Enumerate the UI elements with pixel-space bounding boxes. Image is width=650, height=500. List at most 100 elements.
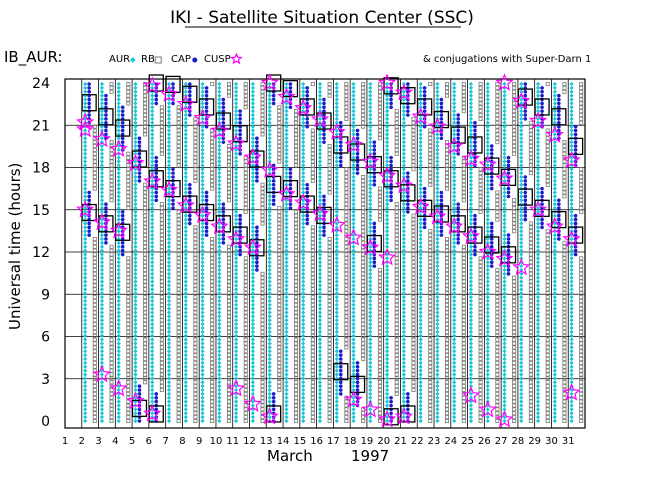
aur-point <box>519 403 524 408</box>
cusp-point <box>221 210 226 214</box>
aur-point <box>83 190 88 195</box>
aur-point <box>368 353 373 358</box>
aur-point <box>150 260 155 265</box>
cap-point <box>210 264 215 269</box>
aur-point <box>452 244 457 249</box>
aur-point <box>301 380 306 385</box>
aur-point <box>468 314 474 319</box>
cap-point <box>377 267 382 272</box>
rb-point <box>394 233 399 238</box>
aur-point <box>166 209 172 214</box>
aur-point <box>317 391 323 397</box>
aur-point <box>250 136 256 141</box>
superdarn-conjugation-star <box>76 119 95 138</box>
rb-point <box>327 267 332 272</box>
aur-point <box>384 213 390 218</box>
cusp-point <box>355 155 360 160</box>
rb-point <box>428 291 433 296</box>
aur-point <box>401 368 406 373</box>
rb-point <box>377 372 382 377</box>
aur-point <box>166 283 172 288</box>
aur-point <box>234 120 239 125</box>
aur-point <box>284 399 289 404</box>
cusp-point <box>288 105 293 110</box>
aur-point <box>234 205 239 211</box>
aur-point <box>284 263 289 269</box>
cusp-point <box>389 155 393 160</box>
cap-point <box>394 140 399 145</box>
aur-point <box>368 217 373 222</box>
rb-point <box>176 283 181 288</box>
rb-point <box>344 85 349 90</box>
aur-point <box>401 260 406 265</box>
cap-point <box>277 144 282 149</box>
rb-point <box>428 345 433 350</box>
aur-point <box>384 159 390 164</box>
cap-point <box>327 178 332 183</box>
rb-point <box>294 283 299 288</box>
aur-point <box>183 287 188 292</box>
aur-point <box>166 252 172 257</box>
aur-point <box>166 240 172 245</box>
aur-point <box>116 283 121 288</box>
cusp-point <box>406 194 410 199</box>
cusp-point <box>104 117 108 121</box>
aur-point <box>334 93 339 98</box>
aur-point <box>334 112 339 118</box>
cap-point <box>109 147 114 152</box>
aur-point <box>452 89 457 94</box>
aur-point <box>83 260 88 265</box>
rb-point <box>344 306 349 311</box>
rb-point <box>512 415 517 420</box>
cusp-point <box>338 140 343 144</box>
cap-point <box>126 155 131 160</box>
aur-point <box>368 395 373 400</box>
rb-point <box>377 341 382 346</box>
rb-point <box>512 403 517 408</box>
cap-point <box>294 132 299 137</box>
cusp-point <box>87 82 91 86</box>
cap-point <box>428 159 433 164</box>
rb-point <box>445 376 450 381</box>
rb-point <box>226 275 231 280</box>
aur-point <box>200 256 205 261</box>
aur-point <box>468 132 474 137</box>
aur-point <box>452 159 457 164</box>
day-column-19 <box>361 81 382 424</box>
aur-point <box>468 395 474 400</box>
cusp-point <box>305 221 310 226</box>
aur-point <box>150 353 155 358</box>
aur-point <box>502 112 507 118</box>
aur-point <box>217 368 222 373</box>
rb-point <box>445 329 450 334</box>
superdarn-conjugation-star <box>495 169 514 187</box>
cusp-box <box>249 239 265 257</box>
cap-point <box>126 256 131 261</box>
aur-point <box>368 318 373 323</box>
aur-point <box>217 271 222 276</box>
aur-point <box>200 384 205 389</box>
rb-point <box>226 368 231 373</box>
rb-point <box>310 256 315 261</box>
rb-point <box>260 89 265 94</box>
aur-point <box>452 190 457 195</box>
aur-point <box>384 263 390 269</box>
aur-point <box>166 341 172 346</box>
cap-point <box>109 175 114 180</box>
aur-point <box>334 391 339 397</box>
aur-point <box>284 112 289 118</box>
cap-point <box>109 89 114 94</box>
cap-point <box>310 236 315 241</box>
rb-point <box>243 291 248 296</box>
cusp-point <box>104 128 108 133</box>
cusp-point <box>271 202 276 206</box>
rb-point <box>126 388 131 393</box>
aur-point <box>116 213 121 218</box>
rb-point <box>159 279 164 284</box>
rb-point <box>193 395 198 400</box>
aur-point <box>284 143 289 149</box>
aur-point <box>452 314 457 319</box>
rb-point <box>243 357 248 362</box>
aur-point <box>83 364 88 369</box>
aur-point <box>301 337 306 342</box>
